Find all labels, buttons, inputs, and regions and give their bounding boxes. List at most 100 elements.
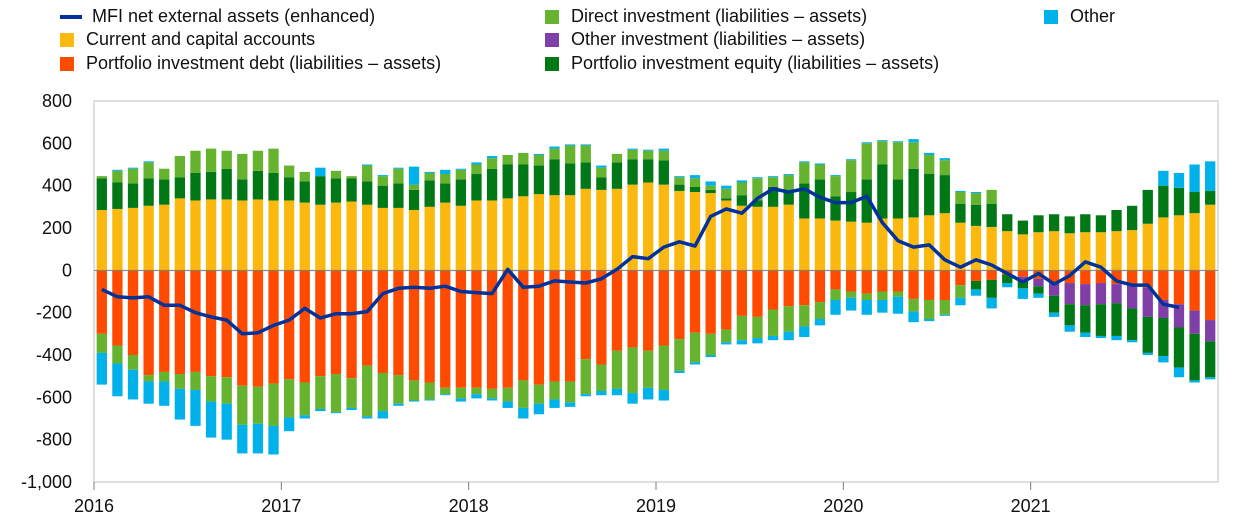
bar-segment: [1189, 270, 1200, 311]
bar-segment: [268, 148, 279, 173]
bar-segment: [939, 314, 950, 316]
bar-segment: [1173, 187, 1185, 216]
bar-segment: [689, 332, 701, 363]
bar-segment: [674, 177, 685, 185]
bar-segment: [705, 270, 716, 334]
bar-segment: [1017, 276, 1029, 281]
bar-segment: [1126, 230, 1138, 271]
bar-segment: [767, 335, 779, 341]
x-tick-label: 2021: [1011, 496, 1051, 516]
bar-segment: [877, 299, 888, 313]
bar-segment: [112, 169, 123, 171]
bar-segment: [408, 166, 420, 185]
bar-segment: [159, 168, 170, 180]
bar-segment: [330, 202, 342, 271]
bar-segment: [1158, 217, 1169, 271]
bar-segment: [549, 148, 560, 160]
bar-segment: [455, 179, 467, 206]
bar-segment: [252, 423, 264, 454]
legend-item-other: Other: [1044, 6, 1115, 27]
bar-segment: [112, 182, 123, 209]
legend-item-direct-investment: Direct investment (liabilities – assets): [545, 6, 867, 27]
bar-segment: [518, 270, 529, 381]
bar-segment: [643, 149, 654, 151]
bar-segment: [362, 181, 373, 205]
bar-segment: [721, 188, 732, 199]
bar-segment: [643, 270, 654, 351]
bar-segment: [1033, 293, 1044, 298]
bar-segment: [830, 270, 841, 290]
bar-segment: [986, 279, 997, 298]
bar-segment: [502, 387, 513, 402]
bar-segment: [908, 217, 919, 271]
bar-segment: [486, 158, 498, 169]
bar-segment: [721, 198, 732, 201]
bar-segment: [362, 165, 373, 182]
bar-segment: [924, 152, 935, 155]
bar-segment: [721, 270, 732, 330]
bar-segment: [767, 176, 779, 178]
legend-swatch: [60, 32, 74, 47]
bar-segment: [1142, 316, 1153, 353]
bar-segment: [1158, 299, 1169, 318]
bar-segment: [221, 150, 232, 169]
bar-segment: [377, 175, 388, 177]
x-tick-label: 2016: [74, 496, 114, 516]
bar-segment: [518, 380, 529, 408]
bar-segment: [237, 385, 248, 425]
bar-segment: [908, 168, 919, 218]
bar-segment: [549, 381, 560, 400]
bar-segment: [736, 340, 748, 345]
x-tick-label: 2018: [449, 496, 489, 516]
bar-segment: [362, 416, 373, 419]
bar-segment: [1017, 220, 1029, 235]
bar-segment: [502, 154, 513, 165]
bar-segment: [362, 270, 373, 366]
bar-segment: [502, 401, 513, 408]
bar-segment: [564, 144, 576, 146]
bar-segment: [752, 178, 763, 201]
legend-swatch: [1044, 9, 1058, 24]
bar-segment: [440, 202, 451, 271]
legend-swatch: [545, 32, 559, 47]
bar-segment: [393, 375, 404, 404]
bar-segment: [596, 364, 607, 391]
bar-segment: [268, 425, 279, 455]
bar-segment: [346, 378, 357, 408]
bar-segment: [440, 387, 451, 395]
bar-segment: [970, 289, 982, 296]
bar-segment: [190, 371, 201, 390]
bar-segment: [1111, 284, 1122, 304]
bar-segment: [221, 168, 232, 200]
bar-segment: [1080, 305, 1091, 333]
bar-segment: [845, 221, 857, 271]
bar-segment: [1189, 192, 1200, 214]
bar-segment: [721, 200, 732, 271]
bar-segment: [315, 167, 326, 177]
bar-segment: [892, 270, 904, 292]
y-tick-label: -400: [36, 345, 72, 365]
bar-segment: [424, 172, 435, 181]
bar-segment: [1080, 332, 1091, 338]
bar-segment: [1048, 312, 1060, 317]
bar-segment: [315, 408, 326, 412]
bar-segment: [1095, 335, 1107, 339]
y-tick-label: 800: [42, 91, 72, 111]
bar-segment: [1173, 304, 1185, 328]
bar-segment: [924, 270, 935, 300]
bar-segment: [658, 150, 669, 161]
bar-segment: [96, 176, 107, 179]
bar-segment: [908, 142, 919, 169]
bar-segment: [1158, 170, 1169, 186]
legend-item-mfi: MFI net external assets (enhanced): [60, 6, 375, 27]
bar-segment: [721, 329, 732, 343]
bar-segment: [486, 398, 498, 401]
bar-segment: [190, 200, 201, 271]
bar-segment: [643, 387, 654, 400]
bar-segment: [112, 208, 123, 271]
bar-segment: [424, 399, 435, 401]
bar-segment: [533, 165, 545, 195]
bar-segment: [1189, 213, 1200, 271]
bar-segment: [861, 179, 872, 223]
bar-segment: [1064, 325, 1075, 332]
